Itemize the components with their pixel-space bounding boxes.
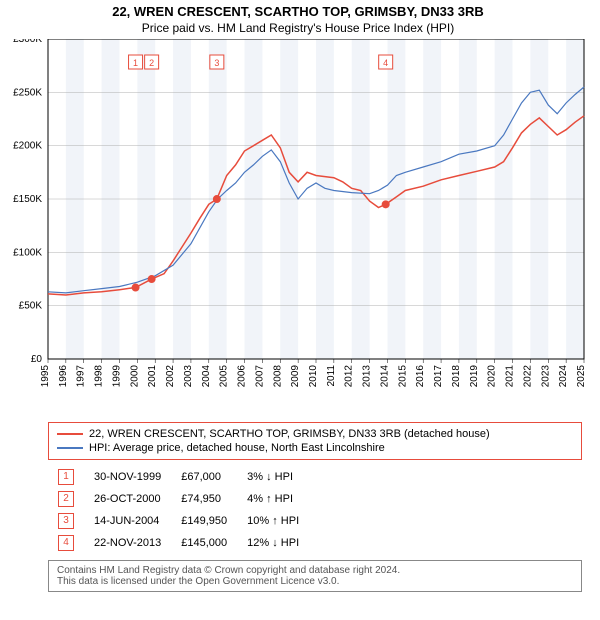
page: 22, WREN CRESCENT, SCARTHO TOP, GRIMSBY,…	[0, 0, 600, 620]
x-tick-label: 2000	[129, 365, 140, 388]
event-badge-cell: 4	[48, 532, 84, 554]
page-title: 22, WREN CRESCENT, SCARTHO TOP, GRIMSBY,…	[4, 4, 592, 19]
x-tick-label: 2014	[379, 365, 390, 388]
footer-line-2: This data is licensed under the Open Gov…	[57, 576, 573, 587]
x-tick-label: 2023	[540, 365, 551, 388]
x-tick-label: 2010	[308, 365, 319, 388]
event-row: 4 22-NOV-2013£145,00012% ↓ HPI	[48, 532, 309, 554]
event-badge: 2	[58, 491, 74, 507]
event-date: 14-JUN-2004	[84, 510, 171, 532]
x-tick-label: 2003	[183, 365, 194, 388]
price-chart: £0 £50K £100K £150K £200K £250K £300K 1995 1996 1…	[4, 39, 592, 416]
x-tick-label: 2021	[505, 365, 516, 388]
event-price: £67,000	[171, 466, 237, 488]
event-delta: 4% ↑ HPI	[237, 488, 309, 510]
price-point	[213, 195, 221, 203]
event-row: 2 26-OCT-2000£74,9504% ↑ HPI	[48, 488, 309, 510]
y-tick-label: £150K	[13, 194, 42, 205]
event-table: 1 30-NOV-1999£67,0003% ↓ HPI 2 26-OCT-2000£…	[48, 466, 309, 554]
event-badge-cell: 2	[48, 488, 84, 510]
legend: 22, WREN CRESCENT, SCARTHO TOP, GRIMSBY,…	[48, 422, 582, 460]
event-badge-cell: 3	[48, 510, 84, 532]
event-date: 22-NOV-2013	[84, 532, 171, 554]
marker-badge-num: 2	[149, 58, 154, 68]
event-price: £149,950	[171, 510, 237, 532]
marker-badge-num: 3	[214, 58, 219, 68]
y-tick-label: £200K	[13, 141, 42, 152]
event-delta: 10% ↑ HPI	[237, 510, 309, 532]
event-badge: 1	[58, 469, 74, 485]
event-date: 26-OCT-2000	[84, 488, 171, 510]
event-delta: 12% ↓ HPI	[237, 532, 309, 554]
x-tick-label: 2006	[237, 365, 248, 388]
x-tick-label: 2005	[219, 365, 230, 388]
legend-row: 22, WREN CRESCENT, SCARTHO TOP, GRIMSBY,…	[57, 427, 573, 441]
x-tick-label: 1998	[94, 365, 105, 388]
x-tick-label: 1995	[40, 365, 51, 388]
event-row: 1 30-NOV-1999£67,0003% ↓ HPI	[48, 466, 309, 488]
event-badge: 3	[58, 513, 74, 529]
event-price: £74,950	[171, 488, 237, 510]
y-tick-label: £50K	[19, 301, 43, 312]
x-tick-label: 1999	[111, 365, 122, 388]
x-tick-label: 2017	[433, 365, 444, 388]
x-tick-label: 2018	[451, 365, 462, 388]
x-tick-label: 2007	[254, 365, 265, 388]
event-badge: 4	[58, 535, 74, 551]
legend-swatch	[57, 433, 83, 435]
x-tick-label: 2011	[326, 365, 337, 387]
event-delta: 3% ↓ HPI	[237, 466, 309, 488]
event-badge-cell: 1	[48, 466, 84, 488]
legend-row: HPI: Average price, detached house, Nort…	[57, 441, 573, 455]
marker-badge-num: 1	[133, 58, 138, 68]
legend-swatch	[57, 447, 83, 449]
legend-label: HPI: Average price, detached house, Nort…	[89, 442, 385, 454]
x-tick-label: 2008	[272, 365, 283, 388]
event-date: 30-NOV-1999	[84, 466, 171, 488]
x-tick-label: 1997	[76, 365, 87, 388]
y-tick-label: £100K	[13, 247, 42, 258]
event-price: £145,000	[171, 532, 237, 554]
footer-attribution: Contains HM Land Registry data © Crown c…	[48, 560, 582, 592]
event-row: 3 14-JUN-2004£149,95010% ↑ HPI	[48, 510, 309, 532]
x-tick-label: 2013	[362, 365, 373, 388]
page-subtitle: Price paid vs. HM Land Registry's House …	[4, 21, 592, 35]
x-tick-label: 2024	[558, 365, 569, 388]
x-tick-label: 2012	[344, 365, 355, 388]
x-tick-label: 2002	[165, 365, 176, 388]
price-point	[132, 284, 140, 292]
price-point	[382, 200, 390, 208]
x-tick-label: 2009	[290, 365, 301, 388]
x-tick-label: 2020	[487, 365, 498, 388]
x-tick-label: 2015	[397, 365, 408, 388]
legend-label: 22, WREN CRESCENT, SCARTHO TOP, GRIMSBY,…	[89, 428, 490, 440]
x-tick-label: 2016	[415, 365, 426, 388]
footer-line-1: Contains HM Land Registry data © Crown c…	[57, 565, 573, 576]
x-tick-label: 2019	[469, 365, 480, 388]
chart-svg: £0 £50K £100K £150K £200K £250K £300K 1995 1996 1…	[4, 39, 592, 411]
y-tick-label: £300K	[13, 39, 42, 45]
x-tick-label: 2022	[522, 365, 533, 388]
x-tick-label: 1996	[58, 365, 69, 388]
x-tick-label: 2004	[201, 365, 212, 388]
x-tick-label: 2001	[147, 365, 158, 388]
y-tick-label: £0	[31, 354, 43, 365]
x-tick-label: 2025	[576, 365, 587, 388]
y-tick-label: £250K	[13, 87, 42, 98]
price-point	[148, 275, 156, 283]
marker-badge-num: 4	[383, 58, 388, 68]
